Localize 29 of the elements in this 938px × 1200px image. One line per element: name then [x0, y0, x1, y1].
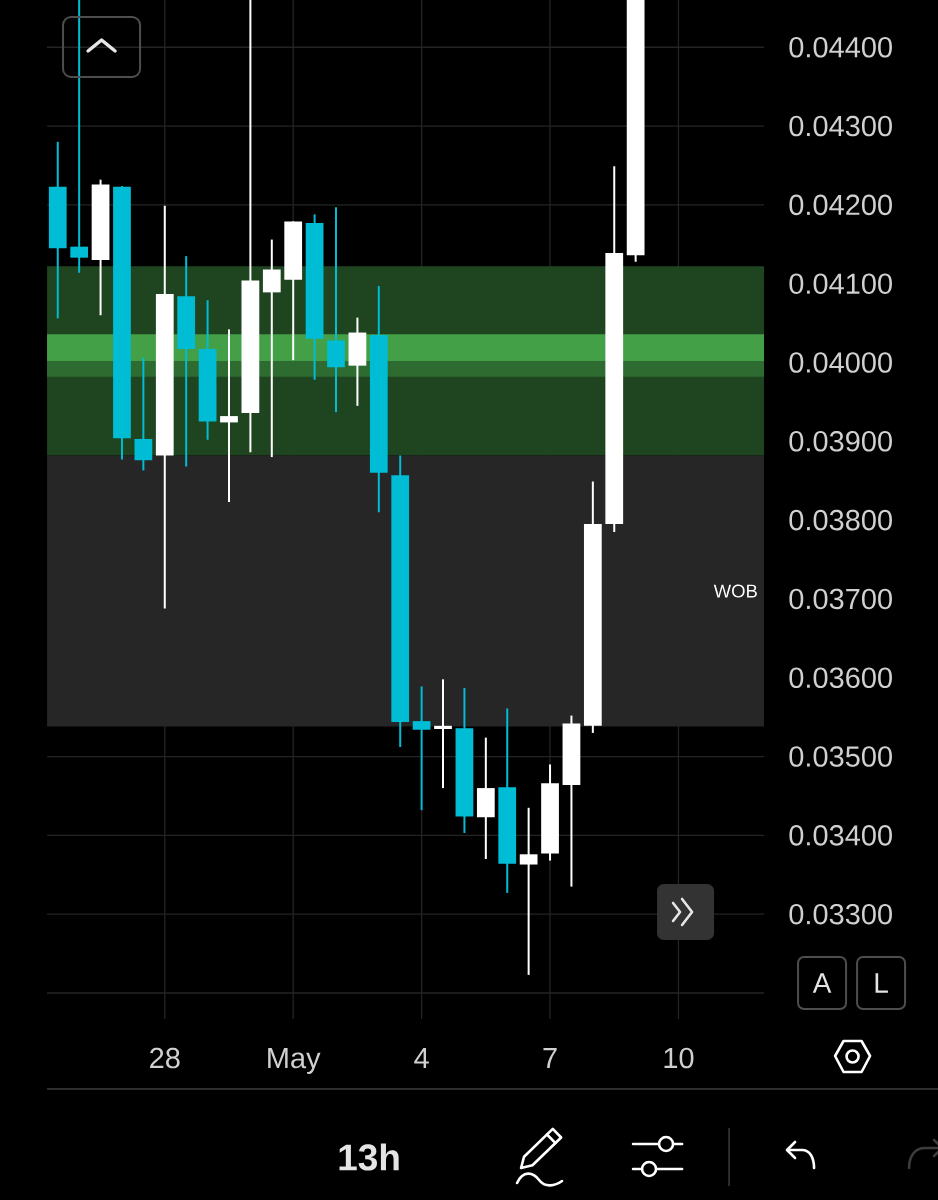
- y-tick-label: 0.03800: [789, 509, 892, 531]
- y-tick-label: 0.03400: [789, 825, 892, 846]
- text: 13h: [339, 1143, 399, 1171]
- band-label: WOB: [713, 584, 757, 598]
- y-tick-label: 0.04200: [789, 194, 892, 216]
- x-tick-label: 10: [664, 1047, 694, 1069]
- y-tick-label: 0.03600: [789, 667, 892, 689]
- y-tick-label: 0.04100: [789, 273, 892, 294]
- text: A: [812, 973, 832, 993]
- candlestick: [519, 806, 538, 976]
- candlestick: [70, 0, 89, 274]
- y-tick-label: 0.03300: [789, 903, 892, 925]
- candlestick: [134, 356, 153, 472]
- y-tick-label: 0.04400: [789, 37, 892, 58]
- x-tick-label: 7: [543, 1048, 557, 1068]
- x-tick-label: 28: [150, 1047, 180, 1069]
- y-tick-label: 0.03900: [789, 431, 892, 452]
- x-tick-label: 4: [414, 1048, 429, 1068]
- candlestick: [434, 678, 452, 790]
- y-tick-label: 0.04000: [789, 352, 892, 373]
- y-tick-label: 0.04300: [789, 115, 892, 137]
- candlestick: [262, 238, 281, 459]
- candlestick: [412, 685, 431, 812]
- candlestick: [327, 206, 345, 414]
- candlestick: [220, 328, 238, 503]
- x-tick-label: May: [268, 1048, 321, 1075]
- y-tick-label: 0.03700: [789, 588, 892, 610]
- y-tick-label: 0.03500: [789, 746, 892, 767]
- text: L: [875, 973, 888, 993]
